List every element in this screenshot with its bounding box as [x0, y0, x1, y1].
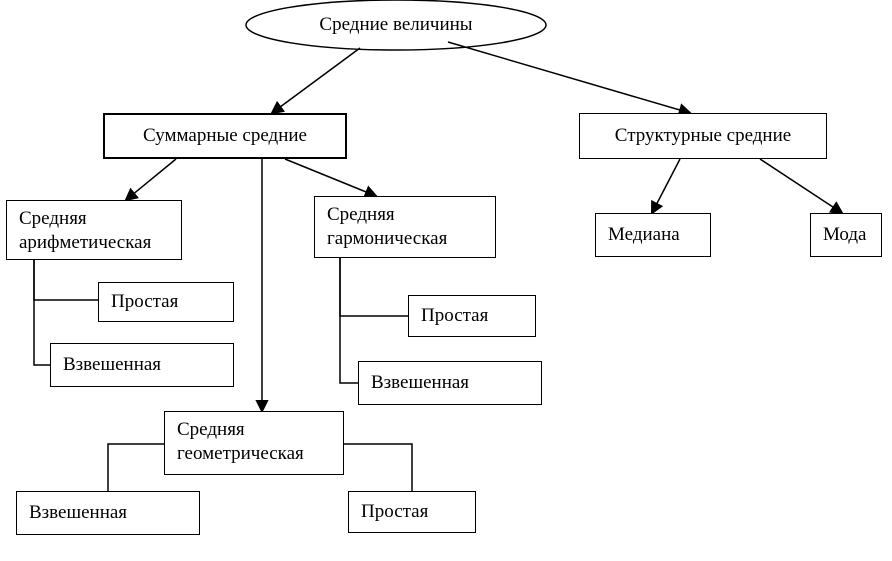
edge-arith-simple — [34, 260, 98, 300]
node-arith-simple-label: Простая — [111, 290, 178, 314]
node-mode-label: Мода — [823, 223, 866, 247]
diagram-canvas: Средние величины Суммарные средние Струк… — [0, 0, 892, 561]
node-arith-weight-label: Взвешенная — [63, 353, 161, 377]
node-geom-simple: Простая — [348, 491, 476, 533]
node-geom: Средняя геометрическая — [164, 411, 344, 475]
edge-arith-weight — [34, 260, 50, 365]
node-arith: Средняя арифметическая — [6, 200, 182, 260]
node-harm-simple: Простая — [408, 295, 536, 337]
edge-structural-mode — [760, 159, 842, 213]
node-geom-weight-label: Взвешенная — [29, 501, 127, 525]
node-harm-label: Средняя гармоническая — [327, 203, 447, 251]
edge-harm-weight — [340, 258, 358, 383]
node-harm-simple-label: Простая — [421, 304, 488, 328]
edge-root-structural — [448, 42, 690, 113]
edge-geom-weight — [108, 444, 164, 491]
edge-summary-arith — [126, 159, 176, 200]
node-arith-weight: Взвешенная — [50, 343, 234, 387]
node-geom-label: Средняя геометрическая — [177, 418, 304, 466]
node-root-label: Средние величины — [319, 14, 472, 36]
edge-root-summary — [272, 48, 360, 113]
node-summary: Суммарные средние — [103, 113, 347, 159]
edge-structural-median — [652, 159, 680, 213]
node-mode: Мода — [810, 213, 882, 257]
node-structural-label: Структурные средние — [615, 124, 791, 148]
node-median: Медиана — [595, 213, 711, 257]
node-median-label: Медиана — [608, 223, 680, 247]
node-geom-weight: Взвешенная — [16, 491, 200, 535]
edge-geom-simple — [344, 444, 412, 491]
node-arith-simple: Простая — [98, 282, 234, 322]
node-structural: Структурные средние — [579, 113, 827, 159]
node-harm-weight: Взвешенная — [358, 361, 542, 405]
node-harm-weight-label: Взвешенная — [371, 371, 469, 395]
node-harm: Средняя гармоническая — [314, 196, 496, 258]
node-summary-label: Суммарные средние — [143, 124, 307, 148]
node-root: Средние величины — [246, 0, 546, 50]
edge-harm-simple — [340, 258, 408, 316]
node-arith-label: Средняя арифметическая — [19, 207, 151, 255]
edges-layer — [0, 0, 892, 561]
edge-summary-harm — [285, 159, 376, 196]
node-geom-simple-label: Простая — [361, 500, 428, 524]
